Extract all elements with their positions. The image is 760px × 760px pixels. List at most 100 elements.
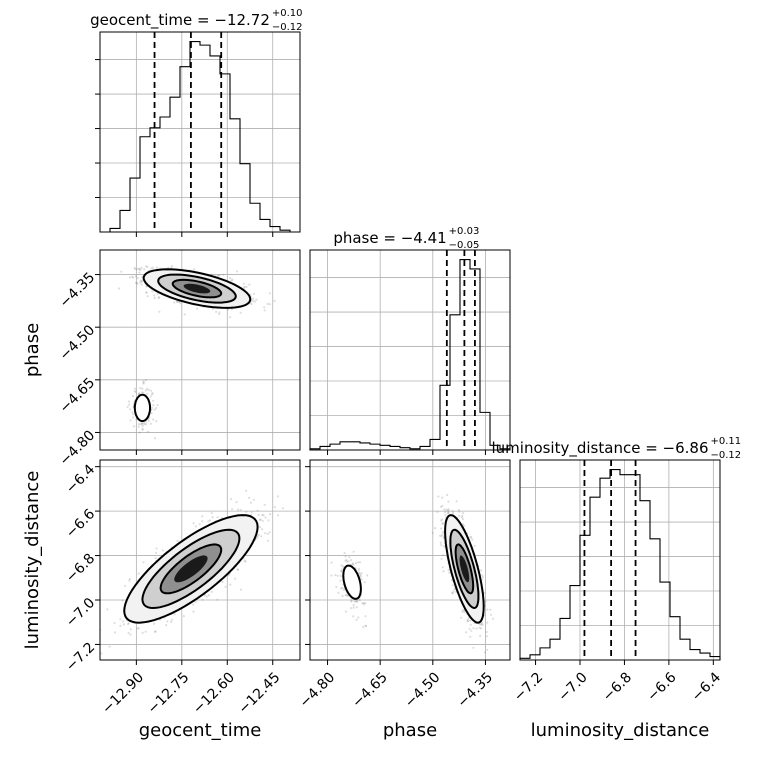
sample-point: [473, 544, 476, 547]
sample-point: [144, 389, 147, 392]
sample-point: [237, 568, 240, 572]
sample-point: [207, 520, 210, 523]
sample-point: [153, 437, 157, 440]
sample-point: [466, 620, 469, 623]
sample-point: [182, 615, 185, 618]
sample-point: [440, 527, 443, 530]
sample-point: [363, 603, 366, 606]
sample-point: [137, 425, 140, 428]
density-content: [100, 264, 276, 440]
sample-point: [129, 419, 132, 422]
sample-point: [137, 572, 140, 575]
sample-point: [210, 511, 213, 515]
sample-point: [139, 281, 142, 284]
sample-point: [158, 310, 161, 313]
sample-point: [201, 520, 204, 523]
sample-point: [156, 404, 159, 407]
sample-point: [153, 630, 157, 633]
sample-point: [483, 591, 486, 595]
sample-point: [478, 623, 481, 626]
sample-point: [350, 599, 353, 602]
sample-point: [447, 500, 450, 503]
density-panel-phase-luminosity_distance: [305, 459, 511, 665]
sample-point: [252, 297, 255, 300]
sample-point: [173, 613, 176, 616]
sample-point: [357, 561, 360, 564]
sample-point: [267, 519, 270, 522]
sample-point: [144, 420, 147, 423]
sample-point: [154, 630, 157, 633]
sample-point: [472, 646, 475, 649]
sample-point: [349, 607, 353, 610]
sample-point: [441, 522, 444, 526]
sample-point: [341, 565, 345, 568]
sample-point: [263, 309, 266, 312]
sample-point: [486, 608, 489, 611]
sample-point: [245, 489, 248, 492]
sample-point: [113, 631, 117, 634]
sample-point: [236, 568, 239, 571]
sample-point: [141, 424, 144, 428]
sample-point: [352, 615, 355, 618]
panel-frame: [99, 459, 301, 661]
sample-point: [221, 580, 224, 584]
sample-point: [462, 511, 465, 515]
sample-point: [165, 624, 168, 627]
sample-point: [142, 381, 145, 384]
sample-point: [352, 604, 355, 607]
sample-point: [120, 270, 123, 273]
density-content: [93, 465, 300, 655]
sample-point: [357, 569, 360, 572]
sample-point: [461, 609, 464, 612]
sample-point: [134, 268, 137, 271]
sample-point: [153, 622, 156, 625]
sample-point: [141, 428, 144, 431]
sample-point: [469, 635, 472, 639]
x-tick-label-geocent_time: −12.75: [145, 669, 193, 717]
sample-point: [450, 591, 454, 595]
sample-point: [106, 608, 109, 611]
sample-point: [469, 536, 472, 539]
sample-point: [260, 528, 264, 531]
sample-point: [129, 408, 132, 411]
sample-point: [330, 561, 333, 564]
sample-point: [133, 266, 136, 269]
sample-point: [452, 511, 455, 514]
panel-frame: [99, 249, 301, 451]
sample-point: [340, 570, 343, 573]
hist-panel-phase: phase = −4.41 +0.03−0.05: [309, 226, 511, 455]
sample-point: [491, 617, 495, 620]
sample-point: [446, 511, 450, 515]
panel-frame: [99, 31, 301, 233]
sample-point: [145, 291, 148, 294]
sample-point: [129, 633, 132, 636]
sample-point: [486, 648, 489, 651]
sample-point: [166, 620, 169, 623]
sample-point: [451, 510, 454, 513]
sample-point: [239, 311, 242, 314]
sample-point: [93, 622, 95, 624]
sample-point: [131, 411, 134, 414]
sample-point: [483, 651, 486, 654]
histogram-step-phase: [309, 258, 511, 450]
sample-point: [259, 518, 262, 521]
sample-point: [139, 279, 142, 282]
sample-point: [447, 511, 450, 514]
sample-point: [261, 519, 264, 522]
sample-point: [145, 291, 148, 294]
sample-point: [468, 627, 471, 631]
sample-point: [205, 595, 208, 598]
sample-point: [128, 577, 131, 581]
sample-point: [176, 300, 179, 303]
sample-point: [451, 584, 454, 587]
sample-point: [151, 392, 154, 395]
sample-point: [441, 533, 444, 536]
y-tick-label-luminosity_distance: −7.0: [63, 595, 98, 630]
density-contour: [342, 564, 362, 600]
sample-point: [256, 509, 259, 512]
sample-point: [146, 295, 149, 298]
sample-point: [462, 524, 466, 527]
density-content: [330, 493, 495, 654]
sample-point: [256, 536, 259, 540]
sample-point: [161, 549, 164, 552]
